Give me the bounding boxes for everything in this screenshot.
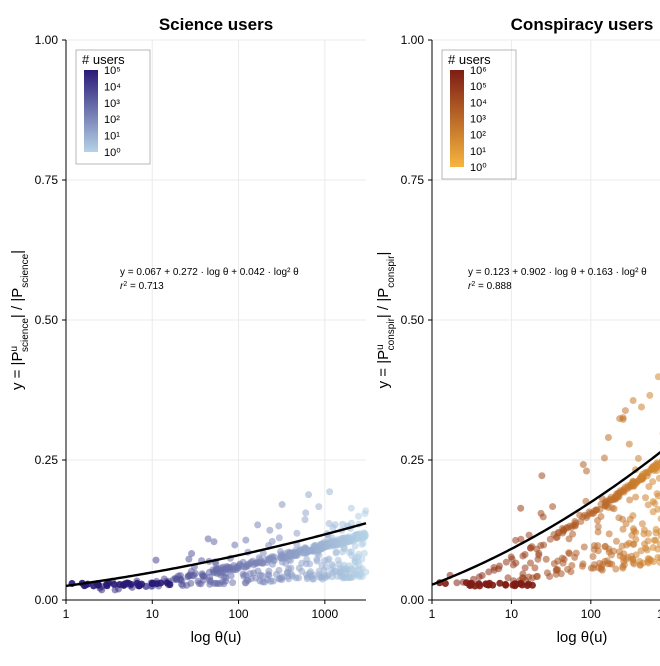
legend-tick: 10² <box>104 114 120 126</box>
ytick-label: 0.00 <box>401 593 425 607</box>
ytick-label: 0.50 <box>401 313 425 327</box>
legend-tick: 10¹ <box>470 146 486 158</box>
ytick-label: 1.00 <box>35 33 59 47</box>
y-axis-label: y = |Puconspir| / |Pconspir| <box>375 252 397 389</box>
legend-tick: 10⁶ <box>470 65 487 77</box>
xtick-label: 1 <box>429 607 436 621</box>
ytick-label: 0.00 <box>35 593 59 607</box>
fit-r2: r2 = 0.888 <box>468 281 512 293</box>
legend-tick: 10⁴ <box>104 81 121 93</box>
legend-tick: 10⁰ <box>104 147 121 159</box>
legend-tick: 10⁴ <box>470 97 487 109</box>
x-axis-label: log θ(u) <box>557 629 608 646</box>
ytick-label: 0.25 <box>401 453 425 467</box>
legend-colorbar <box>450 70 464 167</box>
fit-equation: y = 0.123 + 0.902 · log θ + 0.163 · log²… <box>468 267 647 278</box>
fit-equation: y = 0.067 + 0.272 · log θ + 0.042 · log²… <box>120 267 299 278</box>
ytick-label: 0.50 <box>35 313 59 327</box>
legend-tick: 10² <box>470 130 486 142</box>
ytick-label: 1.00 <box>401 33 425 47</box>
xtick-label: 1 <box>63 607 70 621</box>
ytick-label: 0.75 <box>35 173 59 187</box>
legend-tick: 10³ <box>470 114 486 126</box>
fit-r2: r2 = 0.713 <box>120 281 164 293</box>
xtick-label: 100 <box>229 607 249 621</box>
xtick-label: 1000 <box>311 607 338 621</box>
y-axis-label: y = |Puscience| / |Pscience| <box>9 250 31 390</box>
legend-tick: 10⁰ <box>470 162 487 174</box>
panel-conspiracy: 0.000.250.500.751.001101001000Conspiracy… <box>372 10 660 656</box>
svg-conspir: 0.000.250.500.751.001101001000Conspiracy… <box>372 10 660 656</box>
panel-title: Conspiracy users <box>511 15 654 34</box>
panel-title: Science users <box>159 15 273 34</box>
legend-tick: 10⁵ <box>470 81 487 93</box>
panel-science: 0.00 0.25 0.50 0.75 1.00 1 10 100 1000 Science us… <box>6 10 372 656</box>
ytick-label: 0.75 <box>401 173 425 187</box>
xtick-label: 10 <box>146 607 160 621</box>
ytick-label: 0.25 <box>35 453 59 467</box>
legend-colorbar <box>84 70 98 152</box>
figure: 0.00 0.25 0.50 0.75 1.00 1 10 100 1000 Science us… <box>0 0 660 666</box>
legend-tick: 10⁵ <box>104 65 121 77</box>
svg-science: 0.00 0.25 0.50 0.75 1.00 1 10 100 1000 Science us… <box>6 10 372 656</box>
xtick-label: 100 <box>581 607 601 621</box>
x-axis-label: log θ(u) <box>191 629 242 646</box>
legend-tick: 10³ <box>104 98 120 110</box>
xtick-label: 10 <box>505 607 519 621</box>
legend-tick: 10¹ <box>104 131 120 143</box>
